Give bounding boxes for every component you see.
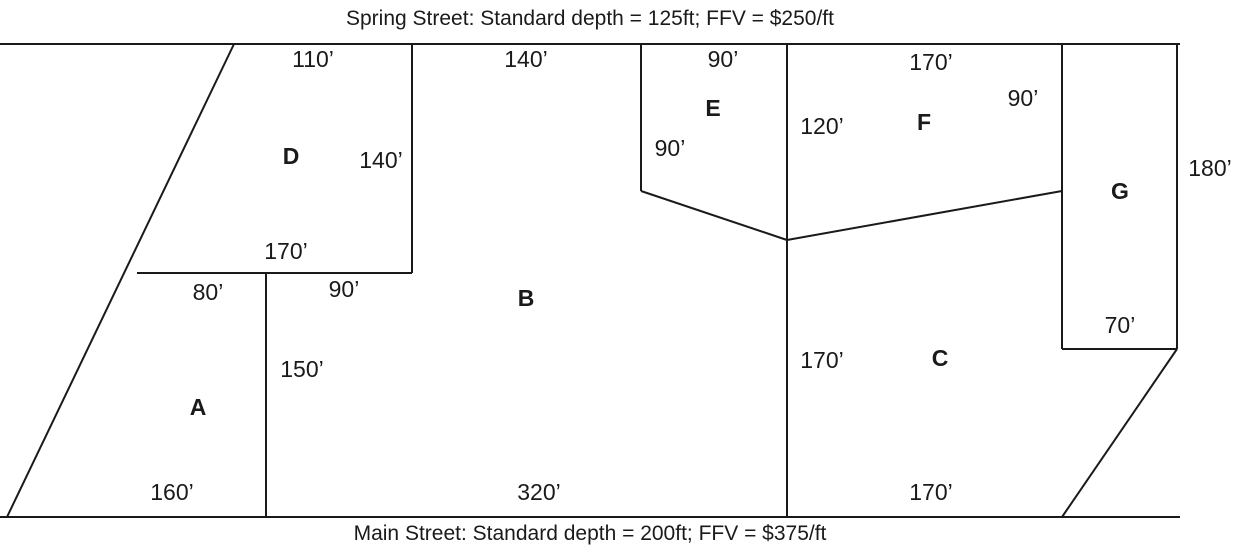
lot-b-label: B	[518, 285, 535, 311]
dim-b-bottom: 320’	[517, 479, 560, 505]
main-street-label: Main Street: Standard depth = 200ft; FFV…	[354, 522, 827, 545]
dim-b-left-upper: 90’	[329, 276, 360, 302]
dim-c-left: 170’	[800, 347, 843, 373]
dim-c-bottom: 170’	[909, 479, 952, 505]
lot-e-south-line	[640, 190, 788, 241]
dim-f-left: 120’	[800, 113, 843, 139]
lot-e-label: E	[705, 95, 720, 121]
dim-e-left: 90’	[655, 135, 686, 161]
lot-c-label: C	[932, 345, 949, 371]
dim-f-top: 170’	[909, 49, 952, 75]
lot-d-label: D	[283, 143, 300, 169]
dim-f-right: 90’	[1008, 85, 1039, 111]
dim-d-bottom: 170’	[264, 238, 307, 264]
lot-f-label: F	[917, 109, 931, 135]
dim-e-top: 90’	[708, 46, 739, 72]
dim-g-right: 180’	[1188, 155, 1231, 181]
dim-d-right: 140’	[359, 147, 402, 173]
lot-a-label: A	[190, 394, 207, 420]
dim-d-top: 110’	[292, 46, 334, 72]
spring-street-label: Spring Street: Standard depth = 125ft; F…	[346, 7, 834, 30]
west-boundary-line	[6, 43, 235, 518]
lot-f-south-line	[786, 190, 1063, 241]
dim-a-top: 80’	[193, 279, 224, 305]
dim-b-top: 140’	[504, 46, 547, 72]
dim-g-bottom: 70’	[1105, 312, 1136, 338]
lot-g-label: G	[1111, 178, 1129, 204]
dim-b-left-lower: 150’	[280, 356, 323, 382]
dim-a-bottom: 160’	[150, 479, 193, 505]
lot-c-east-line	[1061, 348, 1178, 518]
